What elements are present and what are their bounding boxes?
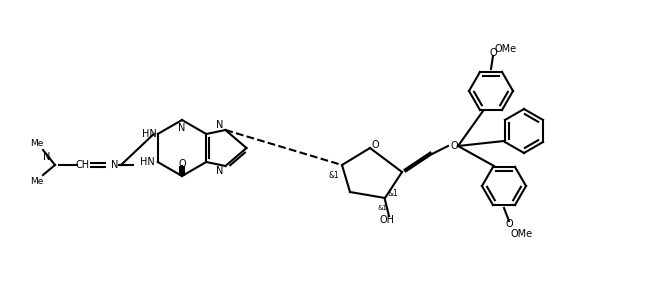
Text: N: N — [216, 166, 223, 176]
Text: Me: Me — [30, 177, 43, 187]
Text: N: N — [43, 152, 51, 162]
Text: O: O — [450, 141, 458, 151]
Text: CH: CH — [76, 160, 90, 170]
Text: &1: &1 — [387, 189, 398, 197]
Text: N: N — [112, 160, 119, 170]
Text: OMe: OMe — [511, 229, 533, 239]
Text: &1: &1 — [377, 205, 387, 211]
Text: HN: HN — [140, 157, 155, 167]
Text: &1: &1 — [329, 170, 339, 179]
Text: O: O — [178, 159, 186, 169]
Text: N: N — [178, 123, 186, 133]
Text: N: N — [216, 120, 223, 130]
Text: HN: HN — [142, 129, 157, 139]
Text: Me: Me — [30, 139, 43, 148]
Text: O: O — [489, 48, 497, 58]
Text: OMe: OMe — [495, 44, 517, 54]
Text: O: O — [371, 140, 379, 150]
Text: O: O — [505, 219, 513, 229]
Text: OH: OH — [379, 215, 395, 225]
